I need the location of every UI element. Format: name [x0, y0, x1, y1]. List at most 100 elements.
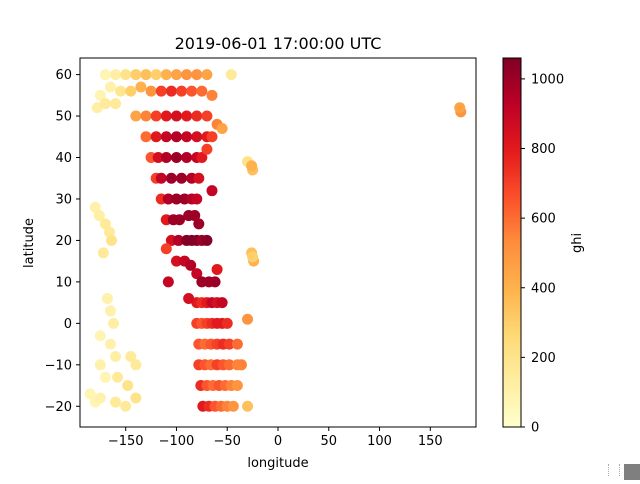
- data-point: [231, 380, 243, 392]
- data-point: [130, 359, 142, 371]
- data-point: [170, 110, 182, 122]
- y-tick-label: 30: [55, 192, 72, 207]
- data-point: [160, 69, 172, 81]
- data-point: [108, 317, 120, 329]
- data-point: [145, 85, 157, 97]
- data-point: [103, 226, 115, 238]
- data-point: [185, 259, 197, 271]
- data-point: [242, 400, 254, 412]
- data-point: [206, 89, 218, 101]
- y-tick-label: −10: [45, 358, 72, 373]
- data-point: [110, 396, 122, 408]
- data-point: [223, 338, 235, 350]
- data-point: [181, 110, 193, 122]
- x-axis: −150 −100 −50 0 50 100 150: [108, 427, 443, 449]
- data-point: [120, 400, 132, 412]
- data-point: [150, 69, 162, 81]
- data-point: [97, 247, 109, 259]
- colorbar-label: ghi: [570, 233, 585, 253]
- colorbar-tick-label: 800: [531, 142, 556, 157]
- data-point: [94, 359, 106, 371]
- data-point: [176, 172, 188, 184]
- data-point: [191, 131, 203, 143]
- data-point: [174, 214, 186, 226]
- data-point: [93, 210, 105, 222]
- colorbar-tick-label: 400: [531, 281, 556, 296]
- data-point: [104, 305, 116, 317]
- data-point: [99, 69, 111, 81]
- data-point: [191, 69, 203, 81]
- data-point: [135, 81, 147, 93]
- data-point: [99, 98, 111, 110]
- data-point: [189, 210, 201, 222]
- y-tick-label: 20: [55, 234, 72, 249]
- x-tick-label: 150: [418, 434, 443, 449]
- data-point: [172, 234, 184, 246]
- data-point: [91, 102, 103, 114]
- data-point: [84, 388, 96, 400]
- data-point: [130, 392, 142, 404]
- data-point: [155, 172, 167, 184]
- data-point: [170, 69, 182, 81]
- data-point: [165, 172, 177, 184]
- data-point: [140, 69, 152, 81]
- colorbar-tick-label: 600: [531, 212, 556, 227]
- x-axis-label: longitude: [247, 456, 308, 471]
- data-point: [225, 69, 237, 81]
- data-point: [101, 292, 113, 304]
- x-tick-label: −100: [159, 434, 195, 449]
- data-point: [193, 172, 205, 184]
- points-layer: [84, 69, 467, 412]
- data-point: [223, 359, 235, 371]
- data-point: [160, 110, 172, 122]
- data-point: [130, 110, 142, 122]
- data-point: [130, 69, 142, 81]
- data-point: [191, 268, 203, 280]
- data-point: [206, 185, 218, 197]
- y-tick-label: 10: [55, 275, 72, 290]
- resize-handle[interactable]: [624, 464, 640, 480]
- colorbar-tick-label: 0: [531, 421, 539, 436]
- x-tick-label: −150: [108, 434, 144, 449]
- data-point: [104, 338, 116, 350]
- y-tick-label: 60: [55, 68, 72, 83]
- data-point: [176, 85, 188, 97]
- colorbar-axis: 0 200 400 600 800 1000: [521, 72, 564, 436]
- data-point: [112, 371, 124, 383]
- data-point: [160, 152, 172, 164]
- data-point: [94, 89, 106, 101]
- y-tick-label: 50: [55, 110, 72, 125]
- data-point: [160, 243, 172, 255]
- data-point: [105, 234, 117, 246]
- data-point: [152, 152, 164, 164]
- chart-title: 2019-06-01 17:00:00 UTC: [175, 34, 382, 53]
- data-point: [183, 292, 195, 304]
- data-point: [99, 218, 111, 230]
- data-point: [227, 400, 239, 412]
- y-axis-label: latitude: [22, 218, 37, 268]
- data-point: [247, 251, 259, 263]
- data-point: [110, 351, 122, 363]
- data-point: [140, 110, 152, 122]
- resize-grip-dots: [608, 464, 620, 476]
- y-tick-label: −20: [45, 400, 72, 415]
- data-point: [211, 263, 223, 275]
- data-point: [110, 69, 122, 81]
- data-point: [160, 131, 172, 143]
- y-tick-label: 0: [64, 317, 72, 332]
- data-point: [242, 313, 254, 325]
- colorbar-tick-label: 200: [531, 351, 556, 366]
- data-point: [94, 392, 106, 404]
- y-axis: −20 −10 0 10 20 30 40 50 60: [45, 68, 80, 415]
- data-point: [89, 201, 101, 213]
- data-point: [150, 131, 162, 143]
- data-point: [216, 297, 228, 309]
- data-point: [193, 218, 205, 230]
- x-tick-label: 50: [320, 434, 337, 449]
- data-point: [170, 152, 182, 164]
- data-point: [170, 193, 182, 205]
- data-point: [216, 122, 228, 134]
- data-point: [454, 102, 466, 114]
